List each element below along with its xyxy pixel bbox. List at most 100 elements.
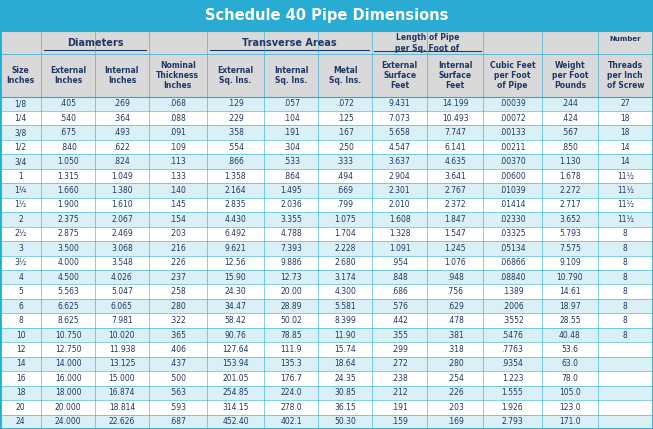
Text: Internal
Sq. Ins.: Internal Sq. Ins. (274, 66, 308, 85)
Bar (0, 328, 653, 342)
Text: Length of Pipe
per Sq. Foot of: Length of Pipe per Sq. Foot of (395, 33, 460, 53)
Text: 1.075: 1.075 (334, 215, 356, 224)
Text: Internal
Surface
Feet: Internal Surface Feet (438, 60, 472, 91)
Text: 20: 20 (16, 403, 25, 412)
Text: 111.9: 111.9 (281, 345, 302, 354)
Text: 2.717: 2.717 (559, 200, 581, 209)
Bar (0, 270, 653, 284)
Text: .494: .494 (336, 172, 354, 181)
Text: 3.637: 3.637 (389, 157, 411, 166)
Text: .850: .850 (562, 142, 579, 151)
Text: 13.125: 13.125 (108, 360, 135, 369)
Bar (0, 256, 653, 270)
Text: 127.64: 127.64 (222, 345, 249, 354)
Text: 1¼: 1¼ (14, 186, 27, 195)
Text: 8: 8 (623, 287, 628, 296)
Text: 1.091: 1.091 (389, 244, 411, 253)
Text: .866: .866 (227, 157, 244, 166)
Text: 4.788: 4.788 (281, 230, 302, 239)
Text: .7763: .7763 (502, 345, 524, 354)
Text: 1.704: 1.704 (334, 230, 356, 239)
Bar (0, 342, 653, 357)
Text: 18.814: 18.814 (109, 403, 135, 412)
Text: 6.625: 6.625 (57, 302, 79, 311)
Text: 12.73: 12.73 (281, 273, 302, 282)
Text: .478: .478 (447, 316, 464, 325)
Text: .756: .756 (447, 287, 464, 296)
Text: .576: .576 (391, 302, 408, 311)
Text: Internal
Inches: Internal Inches (104, 66, 139, 85)
Text: 1.050: 1.050 (57, 157, 79, 166)
Text: 1.223: 1.223 (502, 374, 523, 383)
Text: 7.073: 7.073 (389, 114, 411, 123)
Text: 2.793: 2.793 (502, 417, 524, 426)
Text: 254.85: 254.85 (222, 388, 249, 397)
Text: 16: 16 (16, 374, 25, 383)
Text: .00370: .00370 (499, 157, 526, 166)
Text: .593: .593 (169, 403, 186, 412)
Text: 90.76: 90.76 (225, 330, 246, 339)
Text: 40.48: 40.48 (559, 330, 581, 339)
Text: 30.85: 30.85 (334, 388, 356, 397)
Text: 2.272: 2.272 (559, 186, 581, 195)
Text: 2.875: 2.875 (57, 230, 79, 239)
Text: Threads
per Inch
of Screw: Threads per Inch of Screw (607, 60, 644, 91)
Text: 8: 8 (623, 230, 628, 239)
Text: .088: .088 (169, 114, 186, 123)
Text: 11.90: 11.90 (334, 330, 356, 339)
Text: .563: .563 (169, 388, 186, 397)
Text: .629: .629 (447, 302, 464, 311)
Text: 24.30: 24.30 (225, 287, 246, 296)
Text: 20.000: 20.000 (55, 403, 82, 412)
Text: 12: 12 (16, 345, 25, 354)
Text: Transverse Areas: Transverse Areas (242, 38, 336, 48)
Text: 18.000: 18.000 (55, 388, 82, 397)
Text: 3½: 3½ (14, 258, 27, 267)
Text: 58.42: 58.42 (225, 316, 246, 325)
Text: .203: .203 (447, 403, 464, 412)
Text: 12.750: 12.750 (55, 345, 82, 354)
Text: 1.678: 1.678 (559, 172, 581, 181)
Text: 10: 10 (16, 330, 25, 339)
Text: 1.076: 1.076 (444, 258, 466, 267)
Text: Nominal
Thickness
Inches: Nominal Thickness Inches (156, 60, 199, 91)
Text: .254: .254 (447, 374, 464, 383)
Text: 11.938: 11.938 (108, 345, 135, 354)
Text: 452.40: 452.40 (222, 417, 249, 426)
Text: 3.174: 3.174 (334, 273, 356, 282)
Text: 24.000: 24.000 (55, 417, 82, 426)
Text: 78.0: 78.0 (562, 374, 579, 383)
Text: 15.000: 15.000 (108, 374, 135, 383)
Text: 5.047: 5.047 (111, 287, 133, 296)
Text: 3.652: 3.652 (559, 215, 581, 224)
Text: .355: .355 (391, 330, 408, 339)
Bar (0, 386, 653, 400)
Text: 3.641: 3.641 (444, 172, 466, 181)
Text: 1.130: 1.130 (559, 157, 581, 166)
Text: .540: .540 (59, 114, 76, 123)
Text: 28.55: 28.55 (559, 316, 581, 325)
Text: 50.30: 50.30 (334, 417, 356, 426)
Text: 1.315: 1.315 (57, 172, 79, 181)
Text: 8: 8 (623, 302, 628, 311)
Text: .05134: .05134 (499, 244, 526, 253)
Text: 2.164: 2.164 (225, 186, 246, 195)
Bar (0, 140, 653, 154)
Text: .229: .229 (227, 114, 244, 123)
Text: .072: .072 (337, 99, 353, 108)
Text: .269: .269 (114, 99, 131, 108)
Text: 53.6: 53.6 (562, 345, 579, 354)
Text: .675: .675 (59, 128, 76, 137)
Text: 1.555: 1.555 (502, 388, 524, 397)
Text: 8: 8 (18, 316, 23, 325)
Text: .3552: .3552 (502, 316, 524, 325)
Text: External
Inches: External Inches (50, 66, 86, 85)
Text: 4.500: 4.500 (57, 273, 79, 282)
Text: .365: .365 (169, 330, 186, 339)
Text: 2.835: 2.835 (225, 200, 246, 209)
Text: 7.981: 7.981 (111, 316, 133, 325)
Text: .272: .272 (391, 360, 408, 369)
Text: 3.548: 3.548 (111, 258, 133, 267)
Text: 6.492: 6.492 (225, 230, 246, 239)
Text: .405: .405 (59, 99, 76, 108)
